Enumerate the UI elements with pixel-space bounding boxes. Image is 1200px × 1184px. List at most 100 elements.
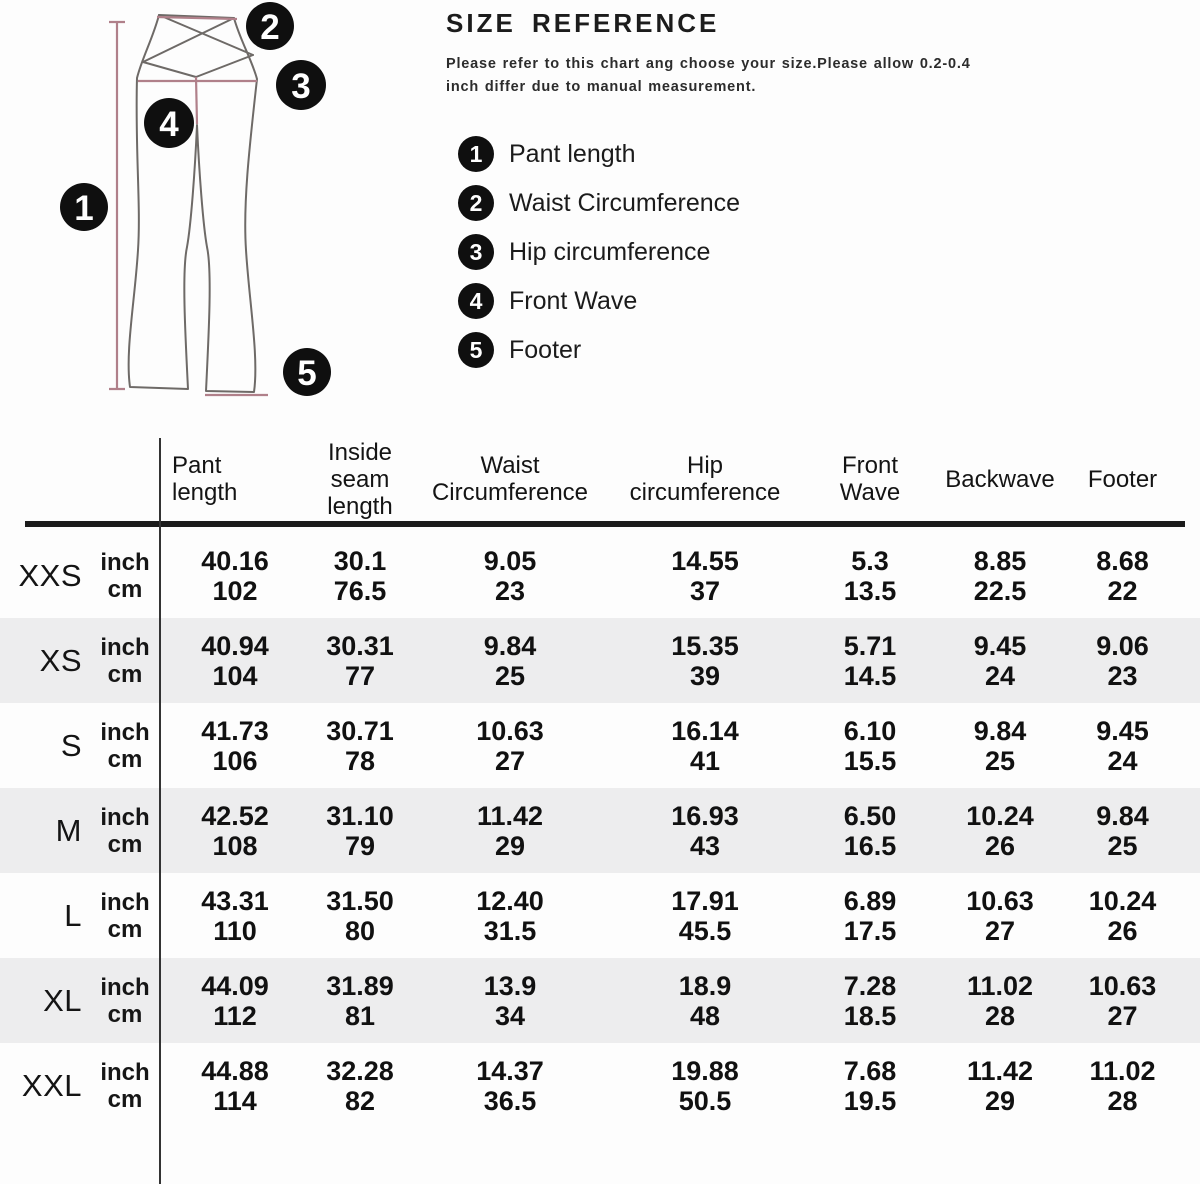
legend-item-label: Hip circumference (509, 237, 711, 266)
cm-value: 25 (494, 660, 526, 691)
inch-value: 10.24 (966, 800, 1034, 831)
pant-length-line (109, 20, 125, 391)
value-cell: 11.42 29 (940, 1056, 1060, 1116)
value-cell: 10.24 26 (940, 801, 1060, 861)
value-cell: 11.02 28 (940, 971, 1060, 1031)
legend-number-badge: 3 (458, 234, 494, 270)
value-cell: 9.05 23 (410, 546, 610, 606)
value-cell: 42.52 108 (160, 801, 310, 861)
value-cell: 6.89 17.5 (800, 886, 940, 946)
cm-value: 25 (984, 745, 1016, 776)
front-rise-line (194, 76, 199, 125)
unit-cm-label: cm (107, 745, 143, 773)
marker-5: 5 (283, 348, 331, 396)
inch-value: 11.42 (966, 1055, 1034, 1086)
cm-value: 45.5 (678, 915, 732, 946)
inch-value: 19.88 (671, 1055, 739, 1086)
column-header-line: Waist (480, 452, 540, 479)
value-cell: 9.45 24 (1060, 716, 1185, 776)
inch-value: 5.71 (843, 630, 897, 661)
cm-value: 78 (344, 745, 376, 776)
size-label: XXS (18, 557, 82, 593)
cm-value: 108 (212, 830, 258, 861)
waistband-v-edge (142, 54, 254, 78)
cm-value: 81 (344, 1000, 376, 1031)
cm-value: 22 (1107, 575, 1138, 606)
inch-value: 16.14 (671, 715, 739, 746)
cm-value: 48 (689, 1000, 721, 1031)
value-cell: 11.02 28 (1060, 1056, 1185, 1116)
value-cell: 19.88 50.5 (610, 1056, 800, 1116)
unit-inch-label: inch (100, 1058, 150, 1086)
unit-cell: inch cm (90, 974, 160, 1028)
cm-value: 24 (1107, 745, 1138, 776)
cm-value: 14.5 (843, 660, 897, 691)
column-header-line: Inside (327, 438, 393, 466)
value-cell: 11.42 29 (410, 801, 610, 861)
measurement-legend: 1 Pant length 2 Waist Circumference 3 Hip cir… (458, 136, 740, 381)
inch-value: 10.63 (966, 885, 1034, 916)
cm-value: 22.5 (973, 575, 1027, 606)
inch-value: 43.31 (201, 885, 269, 916)
cm-value: 27 (494, 745, 526, 776)
table-body: XXS inch cm 40.16 102 30.1 76.5 9.05 23 14.55 37 5.… (0, 527, 1200, 1128)
marker-1-circle (60, 183, 108, 231)
unit-cm-label: cm (107, 1000, 143, 1028)
legend-number-badge: 4 (458, 283, 494, 319)
inch-value: 16.93 (671, 800, 739, 831)
header-divider-rule (25, 521, 1185, 527)
table-row-xxs: XXS inch cm 40.16 102 30.1 76.5 9.05 23 14.55 37 5.… (0, 533, 1200, 618)
value-cell: 44.09 112 (160, 971, 310, 1031)
unit-cell: inch cm (90, 719, 160, 773)
cm-value: 27 (1107, 1000, 1138, 1031)
legend-item-5: 5 Footer (458, 332, 740, 368)
value-cell: 30.1 76.5 (310, 546, 410, 606)
column-header-line: seam length (327, 465, 393, 520)
size-label: XL (43, 982, 82, 1018)
cm-value: 112 (213, 1000, 257, 1031)
value-cell: 30.71 78 (310, 716, 410, 776)
legend-item-4: 4 Front Wave (458, 283, 740, 319)
value-cell: 10.63 27 (410, 716, 610, 776)
column-header-3: Waist Circumference (410, 452, 610, 506)
inch-value: 10.63 (476, 715, 544, 746)
marker-1: 1 (60, 183, 108, 231)
value-cell: 31.89 81 (310, 971, 410, 1031)
unit-cell: inch cm (90, 804, 160, 858)
table-row-xs: XS inch cm 40.94 104 30.31 77 9.84 25 15.35 39 5.71… (0, 618, 1200, 703)
value-cell: 7.68 19.5 (800, 1056, 940, 1116)
value-cell: 30.31 77 (310, 631, 410, 691)
cm-value: 29 (494, 830, 526, 861)
inch-value: 14.55 (671, 545, 739, 576)
cm-value: 102 (212, 575, 258, 606)
value-cell: 6.50 16.5 (800, 801, 940, 861)
cm-value: 80 (344, 915, 376, 946)
inch-value: 30.1 (333, 545, 387, 576)
value-cell: 14.37 36.5 (410, 1056, 610, 1116)
cm-value: 23 (1107, 660, 1138, 691)
value-cell: 44.88 114 (160, 1056, 310, 1116)
value-cell: 17.91 45.5 (610, 886, 800, 946)
inch-value: 14.37 (476, 1055, 544, 1086)
cm-value: 27 (984, 915, 1016, 946)
legend-item-label: Footer (509, 335, 582, 364)
size-label: L (64, 897, 82, 933)
unit-inch-label: inch (100, 803, 150, 831)
value-cell: 12.40 31.5 (410, 886, 610, 946)
column-header-line: Backwave (945, 465, 1055, 493)
value-cell: 31.50 80 (310, 886, 410, 946)
cm-value: 25 (1107, 830, 1138, 861)
marker-2-number: 2 (260, 8, 279, 47)
inch-value: 5.3 (851, 545, 889, 576)
cm-value: 114 (213, 1085, 257, 1116)
inch-value: 30.31 (326, 630, 394, 661)
legend-number-badge: 2 (458, 185, 494, 221)
inch-value: 9.06 (1096, 630, 1149, 661)
inch-value: 8.68 (1096, 545, 1149, 576)
legend-item-1: 1 Pant length (458, 136, 740, 172)
inch-value: 41.73 (201, 715, 269, 746)
cm-value: 18.5 (843, 1000, 897, 1031)
inch-value: 9.45 (973, 630, 1027, 661)
